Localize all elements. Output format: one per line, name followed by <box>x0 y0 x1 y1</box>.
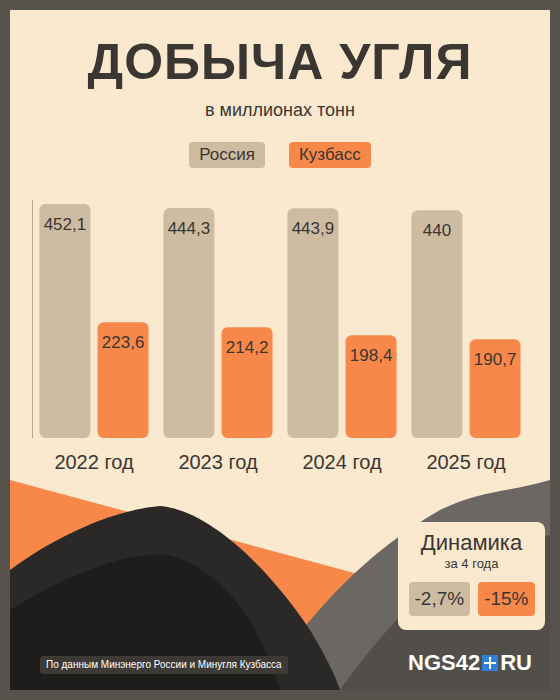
svg-text:2022 год: 2022 год <box>54 451 134 473</box>
html-text:ДОБЫЧА УГЛЯ: ДОБЫЧА УГЛЯ <box>87 34 473 90</box>
html-text:Россия: Россия <box>199 145 255 164</box>
svg-text:198,4: 198,4 <box>350 346 393 365</box>
html-text:RU: RU <box>500 650 532 675</box>
svg-text:452,1: 452,1 <box>44 215 87 234</box>
svg-text:444,3: 444,3 <box>168 219 211 238</box>
html-text:за 4 года: за 4 года <box>444 556 499 571</box>
html-text:NGS42: NGS42 <box>408 650 481 675</box>
html-text:Кузбасс: Кузбасс <box>299 145 361 164</box>
svg-text:223,6: 223,6 <box>102 333 145 352</box>
html-text:-2,7%: -2,7% <box>414 588 465 609</box>
svg-text:440: 440 <box>423 221 451 240</box>
html-text:-15%: -15% <box>484 588 529 609</box>
html-text:в миллионах тонн: в миллионах тонн <box>205 100 355 120</box>
svg-text:190,7: 190,7 <box>474 350 517 369</box>
svg-text:2025 год: 2025 год <box>426 451 506 473</box>
svg-text:443,9: 443,9 <box>292 219 335 238</box>
html-text:По данным Минэнерго России и М: По данным Минэнерго России и Минугля Куз… <box>46 659 282 670</box>
svg-text:214,2: 214,2 <box>226 338 269 357</box>
svg-text:2024 год: 2024 год <box>302 451 382 473</box>
html-text:Динамика: Динамика <box>420 530 523 555</box>
svg-text:2023 год: 2023 год <box>178 451 258 473</box>
